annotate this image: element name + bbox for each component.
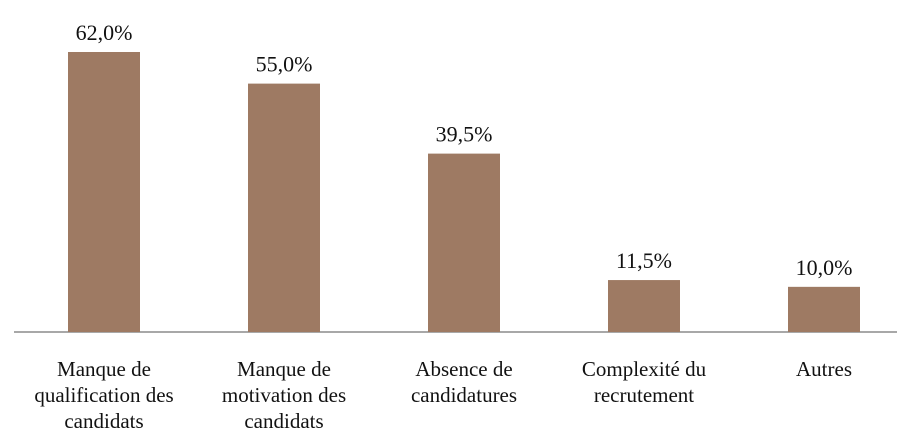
bar <box>68 52 140 332</box>
x-tick-label: Autres <box>796 357 852 381</box>
x-tick-label: Manque de motivation des candidats <box>221 357 347 433</box>
bar <box>428 153 500 332</box>
data-label: 11,5% <box>616 248 672 273</box>
data-label: 39,5% <box>436 122 493 147</box>
x-tick-label: Absence de candidatures <box>410 357 518 407</box>
data-label: 62,0% <box>76 20 133 45</box>
bar <box>788 286 860 332</box>
data-label: 10,0% <box>796 255 853 280</box>
data-label: 55,0% <box>256 52 313 77</box>
bar <box>248 83 320 332</box>
x-tick-label: Complexité du recrutement <box>581 357 707 407</box>
x-tick-label: Manque de qualification des candidats <box>34 357 174 433</box>
bar <box>608 280 680 332</box>
